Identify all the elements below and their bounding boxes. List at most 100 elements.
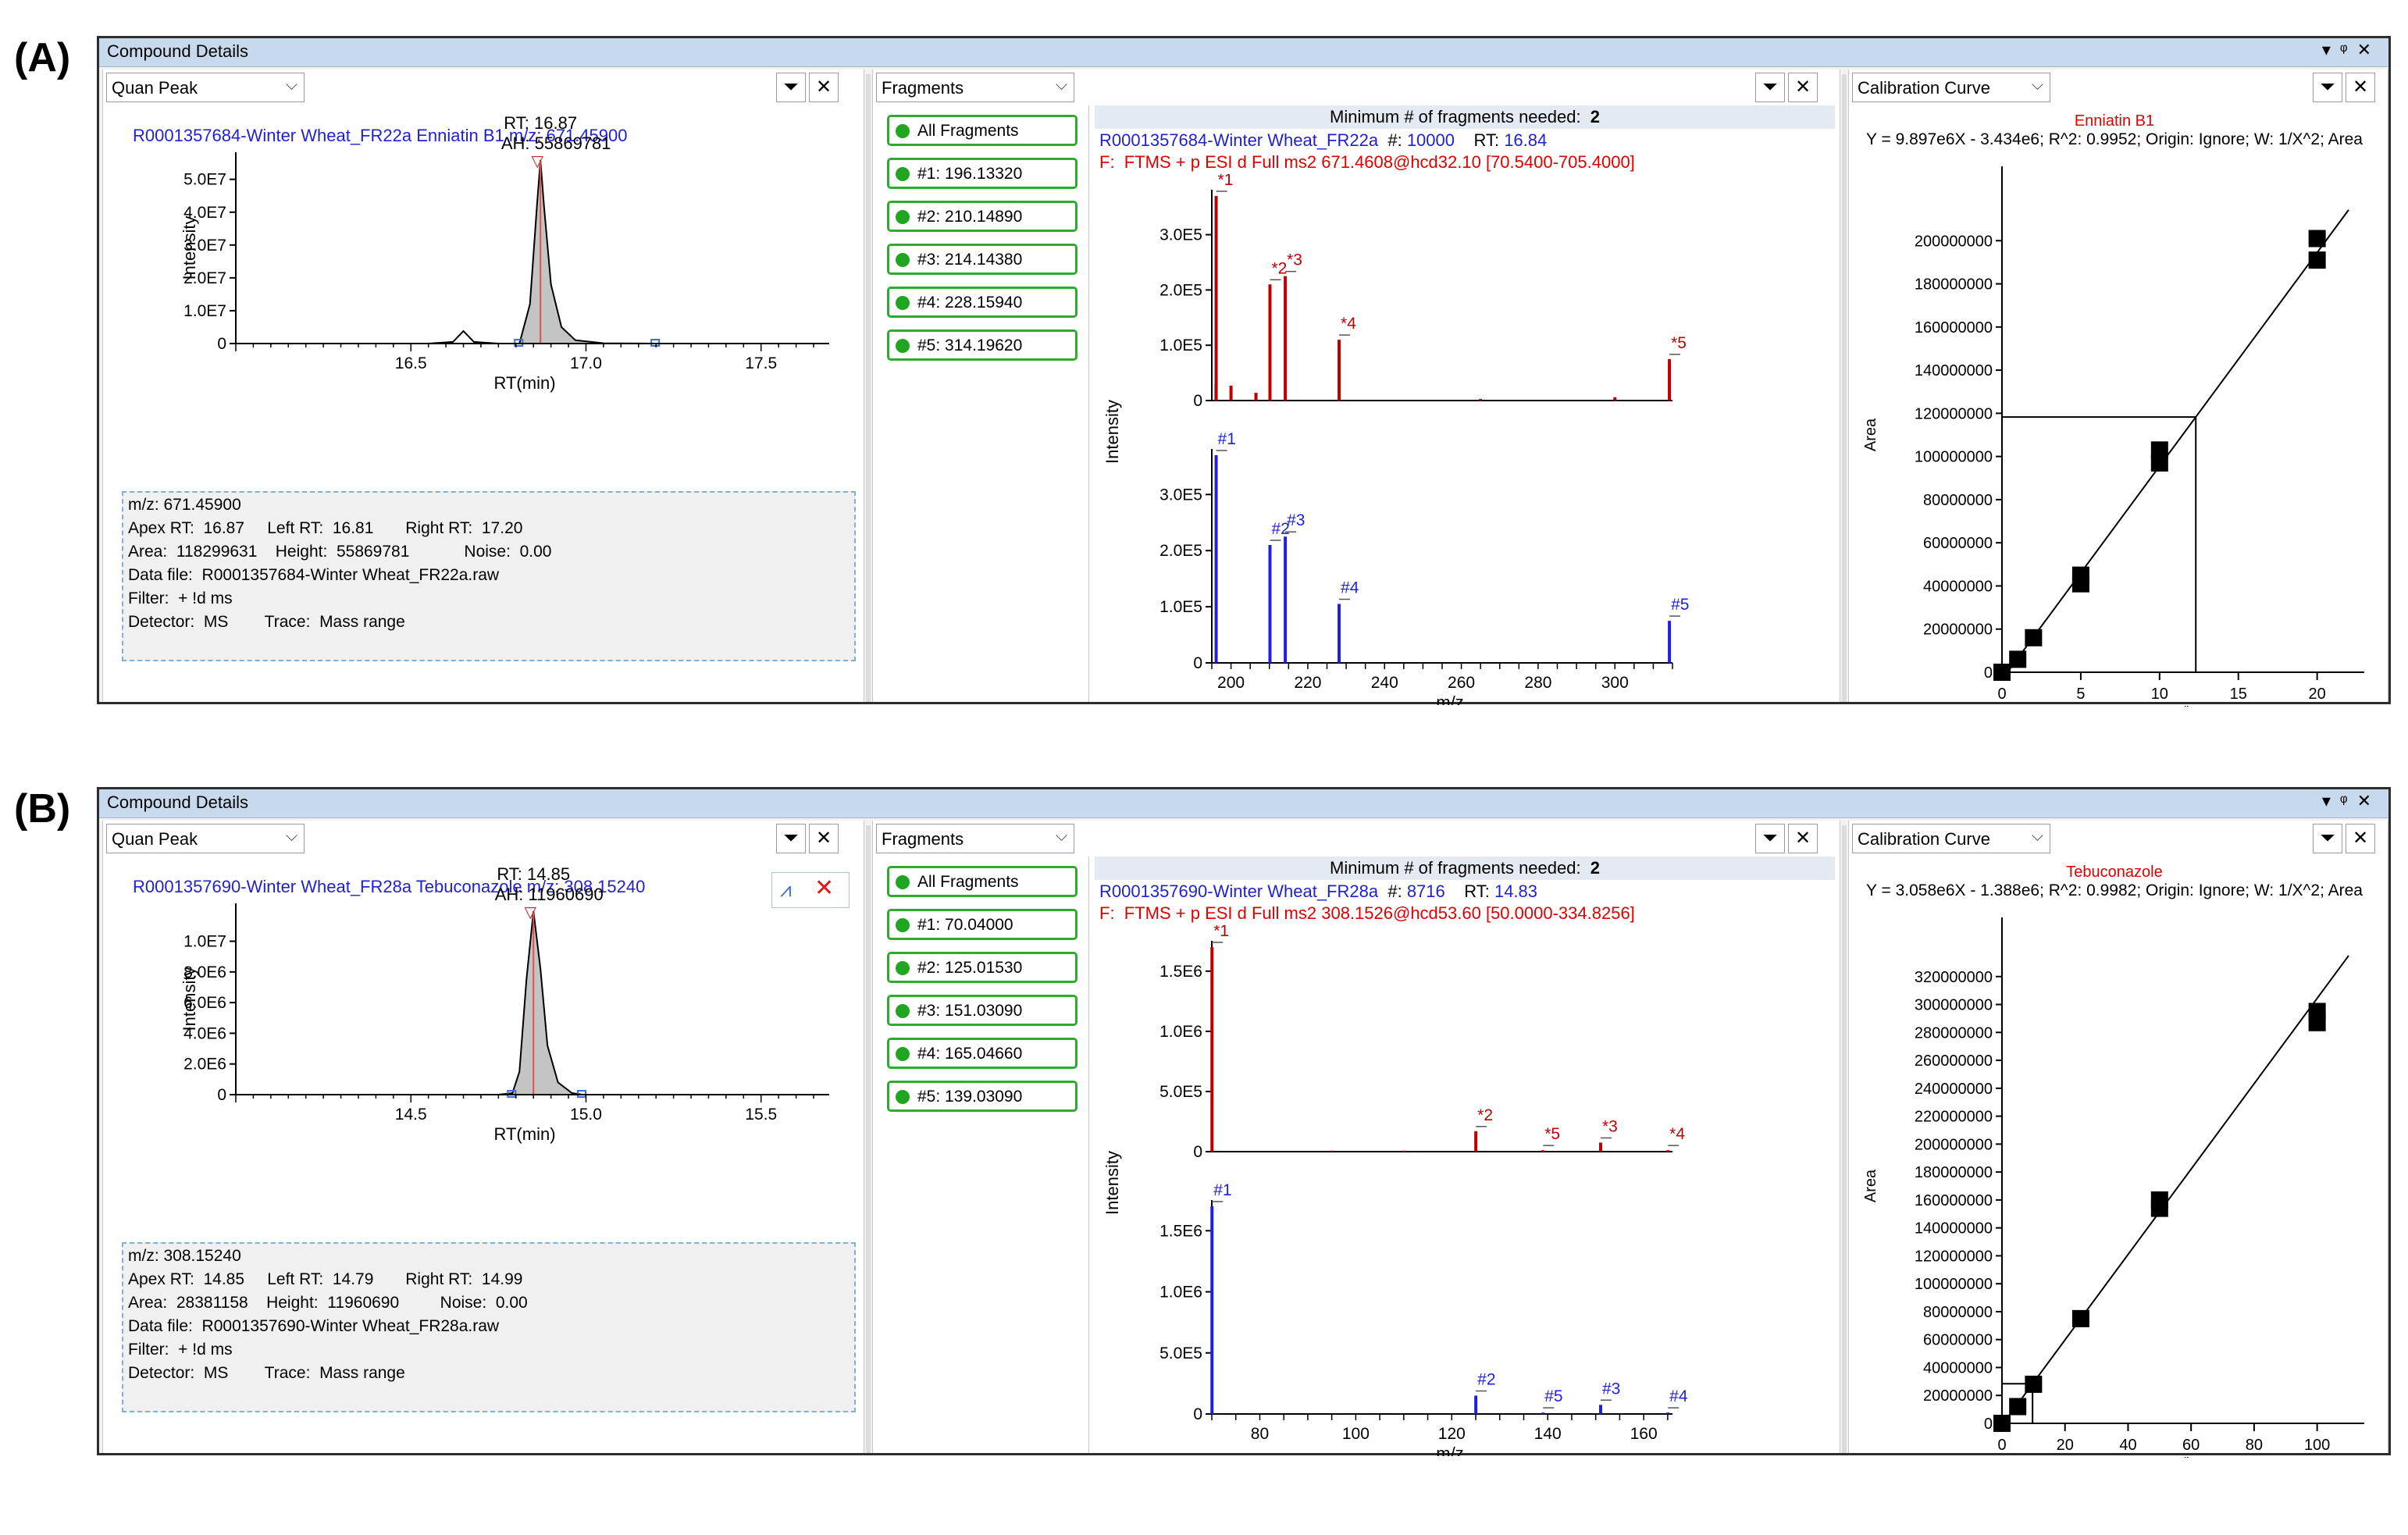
close-icon[interactable]: ✕ — [2356, 40, 2381, 59]
pin-icon[interactable]: ᵠ — [2339, 791, 2357, 810]
quan-peak-panel: Quan Peak ⌵ ⏷ ✕ R0001357684-Winter Wheat… — [102, 69, 864, 702]
x-tick-label: 5 — [2076, 686, 2085, 703]
fragment-item-all[interactable]: All Fragments — [887, 866, 1078, 897]
fragment-item-2[interactable]: #2: 210.14890 — [887, 201, 1078, 232]
close-button[interactable]: ✕ — [1788, 824, 1818, 853]
close-button[interactable]: ✕ — [809, 824, 839, 853]
fragments-dropdown[interactable]: Fragments ⌵ — [876, 824, 1074, 853]
y-tick-label: 1.0E5 — [1159, 598, 1202, 616]
peak-info-box: m/z: 671.45900 Apex RT: 16.87 Left RT: 1… — [122, 491, 856, 661]
filter-button[interactable]: ⏷ — [2313, 824, 2342, 853]
y-tick-label: 140000000 — [1915, 1220, 1993, 1238]
fragment-label: #3: 214.14380 — [917, 251, 1023, 269]
fragments-dropdown[interactable]: Fragments ⌵ — [876, 73, 1074, 102]
y-tick-label: 100000000 — [1915, 1276, 1993, 1293]
filter-button[interactable]: ⏷ — [776, 824, 806, 853]
x-tick-label: 80 — [2246, 1437, 2263, 1454]
x-tick-label: 280 — [1524, 674, 1551, 692]
calibration-point — [2150, 441, 2168, 459]
fragment-marker-label: #5 — [1671, 596, 1689, 614]
fragment-item-1[interactable]: #1: 70.04000 — [887, 909, 1078, 940]
dropdown-icon[interactable]: ▾ — [2321, 791, 2340, 810]
compound-header: R0001357684-Winter Wheat_FR22a Enniatin … — [133, 126, 628, 145]
y-tick-label: 0 — [1984, 664, 1993, 682]
y-axis-label: Intensity — [180, 967, 199, 1031]
peak-info-box: m/z: 308.15240 Apex RT: 14.85 Left RT: 1… — [122, 1242, 856, 1412]
info-line: Data file: R0001357684-Winter Wheat_FR22… — [128, 566, 500, 584]
fragment-marker-label: #1 — [1218, 430, 1236, 448]
chevron-down-icon: ⌵ — [1055, 77, 1067, 94]
min-fragments-value: 2 — [1590, 107, 1600, 126]
status-dot-icon — [896, 1090, 910, 1104]
peak-area-fill — [512, 911, 582, 1095]
window-title: Compound Details — [107, 41, 248, 61]
y-tick-label: 60000000 — [1923, 535, 1993, 552]
dropdown-label: Calibration Curve — [1858, 78, 1990, 98]
close-button[interactable]: ✕ — [809, 73, 839, 102]
info-line: Area: 28381158 Height: 11960690 Noise: 0… — [128, 1294, 528, 1312]
fragment-item-3[interactable]: #3: 214.14380 — [887, 244, 1078, 275]
filter-button[interactable]: ⏷ — [1755, 73, 1785, 102]
splitter[interactable] — [866, 74, 871, 702]
calibration-point — [2071, 566, 2089, 584]
close-icon[interactable]: ✕ — [2356, 791, 2381, 810]
info-line: Filter: + !d ms — [128, 1341, 233, 1359]
x-tick-label: 0 — [1997, 1437, 2006, 1454]
fragment-item-3[interactable]: #3: 151.03090 — [887, 995, 1078, 1026]
window-controls[interactable]: ▾ᵠ✕ — [2322, 791, 2381, 811]
chevron-down-icon: ⌵ — [285, 828, 297, 845]
y-tick-label: 0 — [1193, 1143, 1202, 1161]
scan-rt-label: RT: — [1473, 130, 1500, 150]
fragment-item-5[interactable]: #5: 314.19620 — [887, 329, 1078, 361]
fragment-item-4[interactable]: #4: 228.15940 — [887, 287, 1078, 318]
calibration-dropdown[interactable]: Calibration Curve ⌵ — [1852, 824, 2050, 853]
info-line: Apex RT: 14.85 Left RT: 14.79 Right RT: … — [128, 1270, 523, 1288]
fragment-label: #5: 314.19620 — [917, 337, 1023, 354]
y-tick-label: 4.0E7 — [183, 204, 226, 222]
y-tick-label: 5.0E5 — [1159, 1083, 1202, 1101]
calibration-point — [2071, 1309, 2089, 1327]
status-dot-icon — [896, 875, 910, 889]
scan-number: 10000 — [1406, 130, 1455, 150]
scan-file: R0001357684-Winter Wheat_FR22a — [1099, 130, 1379, 150]
fragment-item-2[interactable]: #2: 125.01530 — [887, 952, 1078, 983]
fragment-label: #1: 196.13320 — [917, 165, 1023, 183]
splitter[interactable] — [1842, 825, 1847, 1453]
close-button[interactable]: ✕ — [2346, 824, 2375, 853]
delete-icon[interactable]: ✕ — [814, 875, 835, 901]
calibration-dropdown[interactable]: Calibration Curve ⌵ — [1852, 73, 2050, 102]
y-tick-label: 0 — [1193, 654, 1202, 672]
close-button[interactable]: ✕ — [2346, 73, 2375, 102]
x-axis-label: µg/kg — [2164, 1455, 2202, 1458]
filter-button[interactable]: ⏷ — [2313, 73, 2342, 102]
window-controls[interactable]: ▾ᵠ✕ — [2322, 40, 2381, 60]
pin-icon[interactable]: ᵠ — [2339, 40, 2357, 59]
dropdown-icon[interactable]: ▾ — [2321, 40, 2340, 59]
fragment-item-1[interactable]: #1: 196.13320 — [887, 158, 1078, 189]
status-dot-icon — [896, 339, 910, 353]
quan-peak-dropdown[interactable]: Quan Peak ⌵ — [106, 73, 305, 102]
splitter[interactable] — [1842, 74, 1847, 702]
close-button[interactable]: ✕ — [1788, 73, 1818, 102]
calibration-point — [2150, 454, 2168, 472]
info-line: m/z: 671.45900 — [128, 496, 241, 514]
filter-button[interactable]: ⏷ — [1755, 824, 1785, 853]
x-tick-label: 15.5 — [745, 1106, 777, 1124]
fragment-item-5[interactable]: #5: 139.03090 — [887, 1081, 1078, 1112]
quan-peak-dropdown[interactable]: Quan Peak ⌵ — [106, 824, 305, 853]
fragment-list: All Fragments #1: 196.13320 #2: 210.1489… — [873, 105, 1089, 702]
splitter[interactable] — [866, 825, 871, 1453]
info-line: Area: 118299631 Height: 55869781 Noise: … — [128, 543, 552, 561]
y-axis-label: Area — [1862, 418, 1879, 451]
y-tick-label: 5.0E7 — [183, 171, 226, 189]
fragment-label: #5: 139.03090 — [917, 1088, 1023, 1106]
fragment-label: #4: 165.04660 — [917, 1045, 1023, 1063]
fragment-item-4[interactable]: #4: 165.04660 — [887, 1038, 1078, 1069]
fragment-item-all[interactable]: All Fragments — [887, 115, 1078, 146]
filter-button[interactable]: ⏷ — [776, 73, 806, 102]
peak-edit-icon[interactable]: ⩘ — [780, 878, 792, 901]
window-title: Compound Details — [107, 792, 248, 812]
y-tick-label: 0 — [217, 335, 226, 353]
info-line: Data file: R0001357690-Winter Wheat_FR28… — [128, 1317, 500, 1335]
y-tick-label: 0 — [217, 1086, 226, 1104]
